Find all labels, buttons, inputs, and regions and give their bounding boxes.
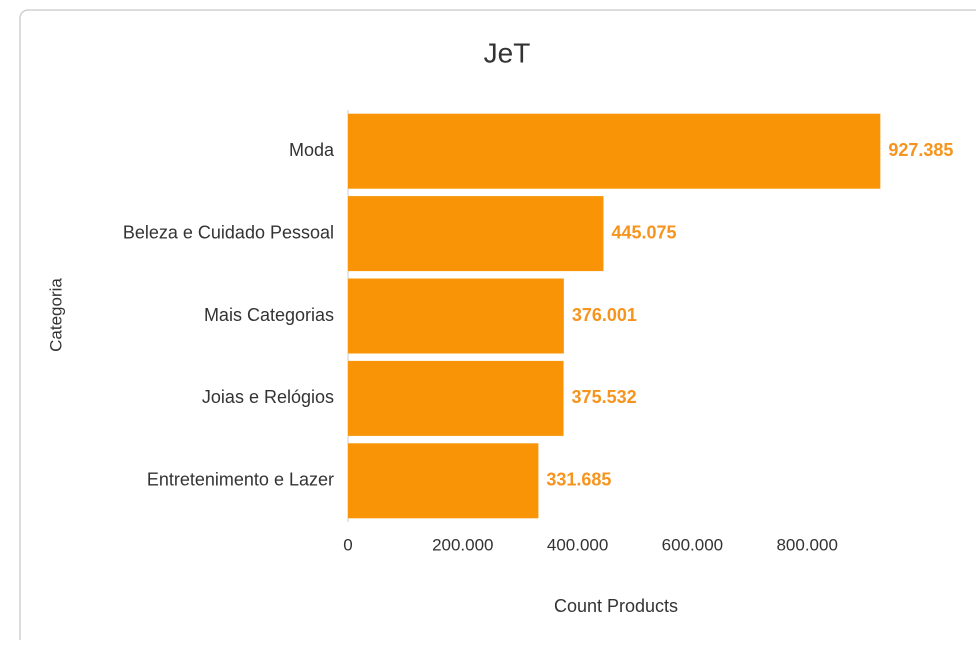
- bar: [348, 443, 539, 519]
- y-tick-label: Beleza e Cuidado Pessoal: [123, 222, 334, 242]
- value-label: 331.685: [546, 470, 611, 490]
- value-label: 927.385: [888, 140, 953, 160]
- x-tick-label: 800.000: [776, 535, 837, 554]
- bar: [348, 360, 564, 436]
- x-tick-label: 600.000: [662, 535, 723, 554]
- x-tick-label: 0: [343, 535, 352, 554]
- y-tick-label: Joias e Relógios: [202, 387, 334, 407]
- value-label: 376.001: [572, 305, 637, 325]
- x-tick-label: 400.000: [547, 535, 608, 554]
- x-axis-label: Count Products: [554, 596, 678, 616]
- value-label: 445.075: [611, 222, 676, 242]
- y-axis-label: Categoria: [46, 278, 65, 352]
- bar: [348, 113, 881, 189]
- value-label: 375.532: [572, 387, 637, 407]
- bar: [348, 278, 564, 354]
- y-tick-label: Entretenimento e Lazer: [147, 470, 334, 490]
- chart-title: JeT: [484, 37, 531, 68]
- x-tick-label: 200.000: [432, 535, 493, 554]
- y-tick-label: Moda: [289, 140, 335, 160]
- bar: [348, 196, 604, 272]
- y-tick-label: Mais Categorias: [204, 305, 334, 325]
